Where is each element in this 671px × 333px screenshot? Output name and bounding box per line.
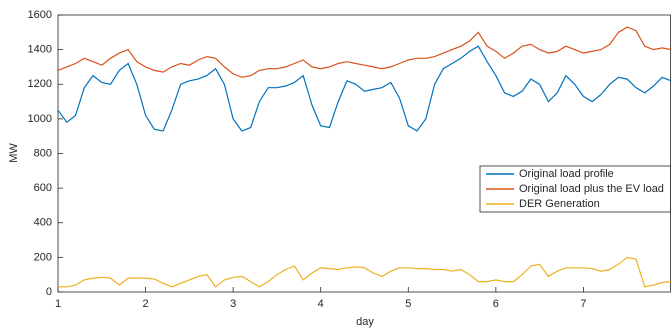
legend-label: Original load profile — [519, 168, 614, 180]
y-tick-label: 1600 — [28, 9, 52, 21]
x-axis-label: day — [356, 316, 374, 328]
y-tick-label: 0 — [46, 286, 52, 298]
y-tick-label: 1400 — [28, 44, 52, 56]
x-tick-label: 5 — [405, 298, 411, 310]
series-line — [57, 26, 671, 78]
x-tick-label: 6 — [493, 298, 499, 310]
y-tick-label: 600 — [34, 182, 52, 194]
x-tick-label: 3 — [230, 298, 236, 310]
y-tick-label: 400 — [34, 217, 52, 229]
x-tick-label: 4 — [318, 298, 324, 310]
x-tick-label: 7 — [580, 298, 586, 310]
y-tick-label: 800 — [34, 147, 52, 159]
y-tick-label: 1200 — [28, 78, 52, 90]
series-line — [58, 256, 671, 288]
x-tick-label: 1 — [55, 298, 61, 310]
y-tick-label: 1000 — [28, 113, 52, 125]
plot-area — [57, 14, 671, 293]
y-tick-label: 200 — [34, 251, 52, 263]
legend-label: DER Generation — [519, 198, 600, 210]
x-tick-label: 2 — [143, 298, 149, 310]
series-line — [57, 45, 671, 132]
legend-label: Original load plus the EV load — [519, 183, 664, 195]
y-axis-label: MW — [8, 143, 20, 163]
